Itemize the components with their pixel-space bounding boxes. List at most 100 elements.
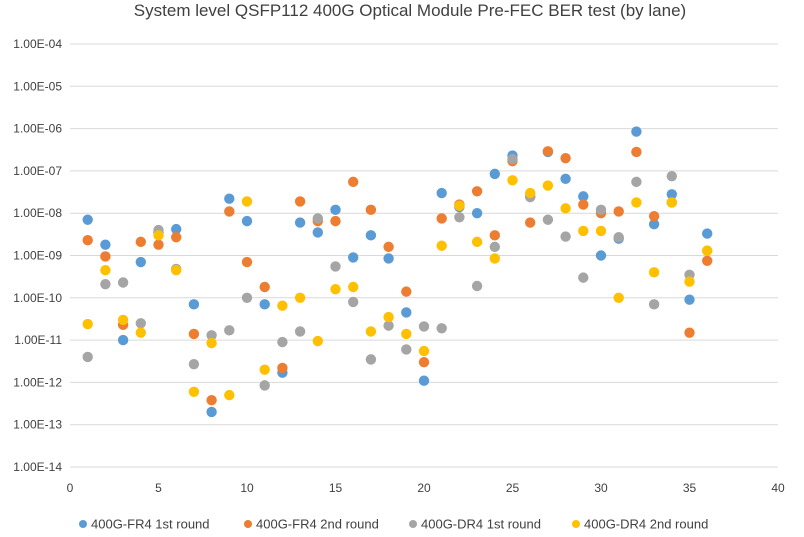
data-point-series-4 <box>224 389 235 401</box>
legend-label: 400G-DR4 2nd round <box>584 517 708 532</box>
data-point-series-2 <box>206 394 217 406</box>
data-point-series-4 <box>578 225 589 237</box>
legend: 400G-FR4 1st round 400G-FR4 2nd round 400G… <box>79 517 708 532</box>
data-point-series-1 <box>188 299 200 310</box>
gridlines <box>70 43 778 468</box>
x-tick-label: 20 <box>417 481 431 495</box>
data-point-series-2 <box>365 204 377 216</box>
data-point-series-4 <box>454 200 465 211</box>
data-point-series-2 <box>188 328 200 340</box>
data-point-series-2 <box>259 281 270 293</box>
data-points <box>82 126 713 418</box>
x-tick-label: 10 <box>240 481 254 495</box>
y-tick-label: 1.00E-07 <box>13 164 62 178</box>
data-point-series-4 <box>525 187 536 199</box>
data-point-series-3 <box>348 296 359 308</box>
data-point-series-4 <box>507 175 518 186</box>
data-point-series-4 <box>401 328 412 340</box>
data-point-series-3 <box>436 323 447 334</box>
data-point-series-3 <box>224 325 235 336</box>
data-point-series-2 <box>684 327 695 338</box>
data-point-series-1 <box>560 173 571 185</box>
x-tick-label: 0 <box>67 481 74 495</box>
data-point-series-2 <box>153 239 164 250</box>
data-point-series-1 <box>206 406 217 418</box>
x-tick-label: 25 <box>506 481 520 495</box>
data-point-series-3 <box>82 351 93 363</box>
data-point-series-3 <box>135 318 146 329</box>
data-point-series-4 <box>330 283 341 295</box>
legend-label: 400G-DR4 1st round <box>421 517 541 532</box>
y-tick-label: 1.00E-14 <box>13 460 62 474</box>
data-point-series-3 <box>489 241 500 253</box>
legend-item: 400G-DR4 2nd round <box>572 517 708 532</box>
data-point-series-4 <box>365 326 377 337</box>
data-point-series-1 <box>631 126 642 137</box>
legend-item: 400G-FR4 2nd round <box>244 517 379 532</box>
data-point-series-1 <box>312 227 323 238</box>
data-point-series-1 <box>294 217 306 228</box>
data-point-series-2 <box>418 357 430 368</box>
data-point-series-1 <box>666 189 677 200</box>
data-point-series-4 <box>471 236 483 248</box>
data-point-series-4 <box>171 264 182 276</box>
data-point-series-4 <box>560 203 571 214</box>
data-point-series-2 <box>631 146 642 158</box>
data-point-series-4 <box>702 245 713 256</box>
data-point-series-2 <box>578 199 589 210</box>
data-point-series-2 <box>224 206 235 217</box>
data-point-series-1 <box>224 193 235 204</box>
data-point-series-3 <box>259 380 270 391</box>
data-point-series-4 <box>613 292 624 303</box>
data-point-series-4 <box>684 276 695 287</box>
data-point-series-3 <box>206 330 217 341</box>
data-point-series-3 <box>631 176 642 188</box>
data-point-series-3 <box>401 344 412 355</box>
legend-label: 400G-FR4 1st round <box>91 517 210 532</box>
data-point-series-1 <box>383 253 394 264</box>
data-point-series-1 <box>82 214 93 225</box>
data-point-series-1 <box>100 239 111 250</box>
data-point-series-3 <box>294 326 306 337</box>
data-point-series-1 <box>471 208 483 219</box>
data-point-series-2 <box>82 234 93 246</box>
data-point-series-4 <box>595 225 607 237</box>
data-point-series-4 <box>135 327 146 338</box>
data-point-series-2 <box>330 215 341 227</box>
x-tick-label: 15 <box>329 481 343 495</box>
data-point-series-1 <box>401 307 412 318</box>
x-tick-label: 5 <box>155 481 162 495</box>
data-point-series-4 <box>489 253 500 264</box>
data-point-series-1 <box>436 187 447 199</box>
data-point-series-4 <box>648 267 660 278</box>
legend-marker <box>409 520 417 528</box>
data-point-series-1 <box>578 191 589 202</box>
y-tick-label: 1.00E-06 <box>13 122 62 136</box>
data-point-series-3 <box>613 232 624 243</box>
data-point-series-2 <box>100 251 111 262</box>
data-point-series-2 <box>525 217 536 228</box>
data-point-series-2 <box>294 196 306 207</box>
data-point-series-1 <box>489 168 500 180</box>
data-point-series-1 <box>117 334 129 346</box>
data-point-series-1 <box>330 204 341 216</box>
data-point-series-4 <box>100 264 111 276</box>
data-point-series-2 <box>383 241 394 253</box>
y-tick-label: 1.00E-08 <box>13 206 62 220</box>
data-point-series-2 <box>171 232 182 243</box>
x-tick-label: 40 <box>771 481 785 495</box>
data-point-series-4 <box>542 180 554 191</box>
data-point-series-4 <box>418 345 430 357</box>
data-point-series-2 <box>648 210 660 222</box>
data-point-series-1 <box>135 256 146 268</box>
data-point-series-2 <box>436 213 447 224</box>
data-point-series-2 <box>277 362 288 374</box>
y-tick-label: 1.00E-12 <box>13 375 62 389</box>
y-tick-label: 1.00E-04 <box>13 37 62 51</box>
data-point-series-3 <box>471 280 483 292</box>
data-point-series-4 <box>206 337 217 349</box>
data-point-series-4 <box>312 335 323 347</box>
data-point-series-4 <box>82 318 93 330</box>
data-point-series-4 <box>241 196 253 207</box>
